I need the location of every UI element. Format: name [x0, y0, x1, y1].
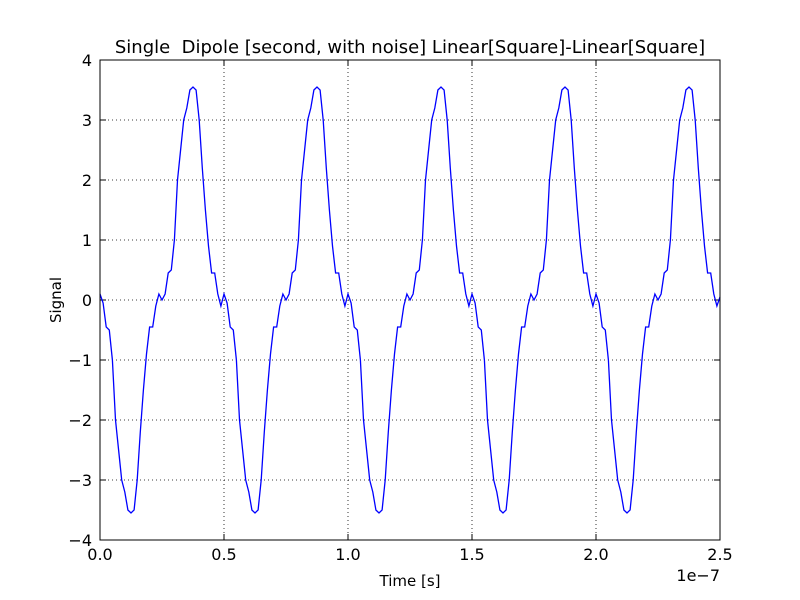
y-tick-label: 3: [82, 111, 92, 130]
x-tick-label: 2.0: [583, 545, 608, 564]
x-tick-label: 1.5: [459, 545, 484, 564]
x-offset-label: 1e−7: [676, 566, 720, 585]
y-tick-label: 2: [82, 171, 92, 190]
y-tick-label: 4: [82, 51, 92, 70]
y-tick-label: −1: [68, 351, 92, 370]
x-tick-label: 0.0: [87, 545, 112, 564]
x-tick-label: 2.5: [707, 545, 732, 564]
y-axis-label: Signal: [47, 277, 65, 323]
y-tick-label: 0: [82, 291, 92, 310]
plot-frame: [99, 59, 721, 541]
y-tick-label: −4: [68, 531, 92, 550]
data-line: [99, 86, 721, 514]
chart-title: Single Dipole [second, with noise] Linea…: [115, 37, 705, 58]
y-tick-label: 1: [82, 231, 92, 250]
y-tick-label: −3: [68, 471, 92, 490]
x-tick-label: 1.0: [335, 545, 360, 564]
x-tick-label: 0.5: [211, 545, 236, 564]
x-axis-label: Time [s]: [379, 572, 441, 590]
y-tick-label: −2: [68, 411, 92, 430]
